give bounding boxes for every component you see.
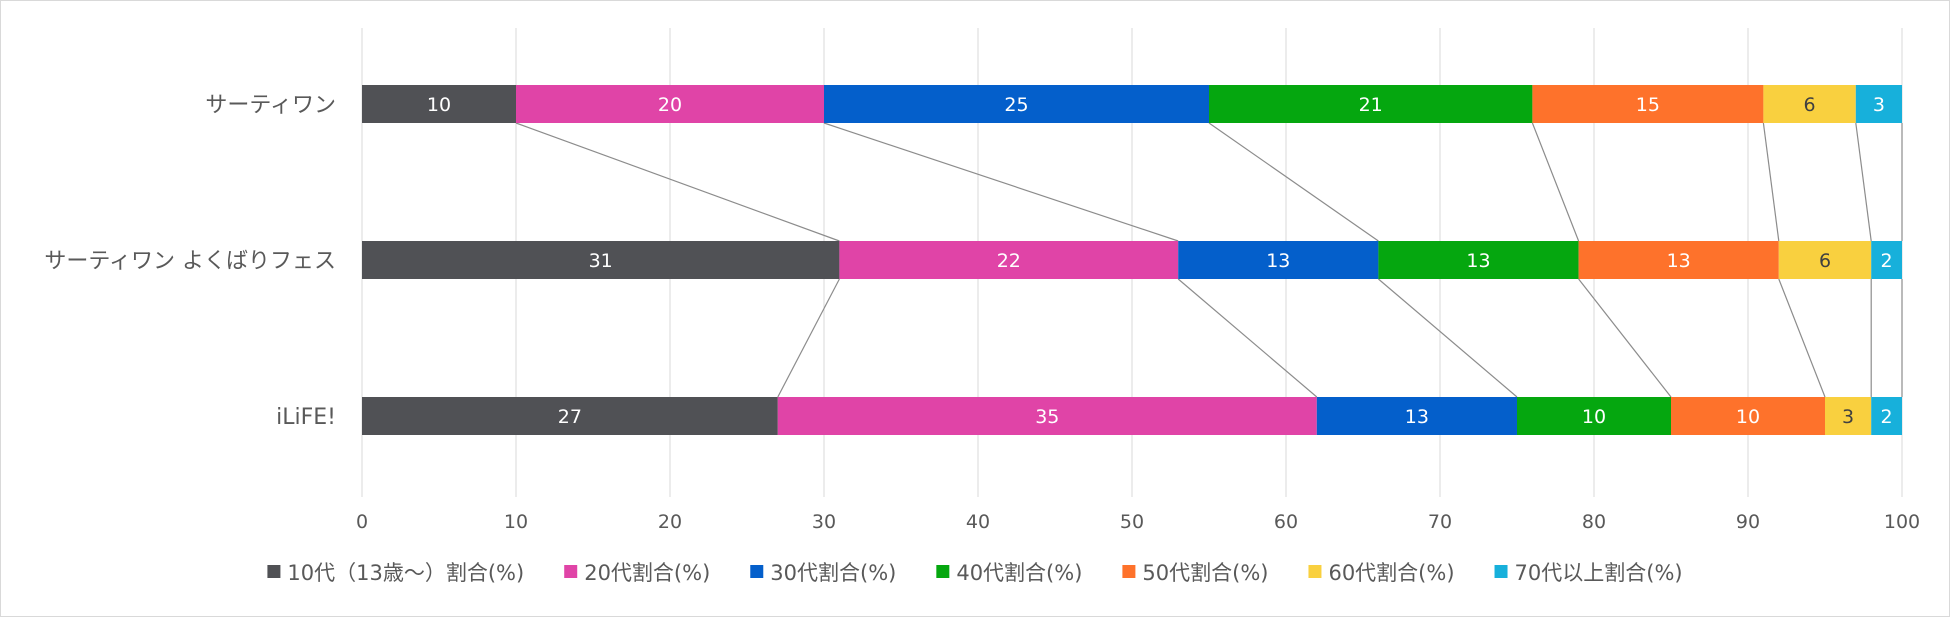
data-label: 25 (1004, 94, 1028, 116)
series-connector-line (1177, 278, 1318, 398)
legend-label: 50代割合(%) (1142, 561, 1268, 585)
bars-layer: 10 20 25 21 15 6 3 31 22 13 13 13 6 2 27 35 13 10 10 3 2 (362, 85, 1902, 435)
legend-swatch (750, 565, 764, 578)
legend-item: 20代割合(%) (564, 561, 710, 585)
legend-swatch (1122, 565, 1136, 578)
bar-segment (362, 397, 778, 435)
data-label: 13 (1667, 250, 1691, 272)
series-connector-line (1378, 278, 1518, 398)
category-label: サーティワン (205, 93, 336, 118)
bar-segment (1209, 85, 1533, 123)
bar-segment (1532, 85, 1764, 123)
data-label: 10 (1736, 406, 1760, 428)
x-tick-label: 50 (1120, 511, 1144, 533)
x-tick-label: 30 (812, 511, 836, 533)
data-label: 10 (1582, 406, 1606, 428)
x-tick-label: 40 (966, 511, 990, 533)
legend-swatch (564, 565, 578, 578)
series-connector-line (1578, 278, 1672, 398)
data-label: 13 (1466, 250, 1490, 272)
bar-segment (1578, 241, 1779, 279)
data-label: 10 (427, 94, 451, 116)
legend-label: 40代割合(%) (956, 561, 1082, 585)
series-connector-line (1778, 278, 1826, 398)
data-label: 2 (1881, 406, 1893, 428)
legend-label: 20代割合(%) (584, 561, 710, 585)
x-tick-label: 100 (1884, 511, 1920, 533)
x-tick-label: 90 (1736, 511, 1760, 533)
bar-segment (1178, 241, 1379, 279)
legend-swatch (267, 565, 281, 578)
bar-segment (1671, 397, 1825, 435)
legend-label: 60代割合(%) (1328, 561, 1454, 585)
data-label: 13 (1405, 406, 1429, 428)
bar-segment (1517, 397, 1671, 435)
legend-label: 30代割合(%) (770, 561, 896, 585)
category-label: iLiFE! (276, 405, 336, 430)
legend-item: 60代割合(%) (1308, 561, 1455, 585)
bar-segment (777, 397, 1317, 435)
bar-segment (1855, 85, 1902, 123)
series-connector-line (1208, 122, 1379, 242)
bar-segment (362, 241, 840, 279)
data-label: 15 (1636, 94, 1660, 116)
series-connector-line (823, 122, 1179, 242)
series-connector-line (777, 278, 840, 398)
legend-swatch (936, 565, 950, 578)
data-label: 6 (1819, 250, 1831, 272)
data-label: 21 (1359, 94, 1383, 116)
legend-item: 10代（13歳〜）割合(%) (267, 561, 524, 585)
data-label: 27 (558, 406, 582, 428)
bar-segment (516, 85, 824, 123)
series-connector-line (1855, 122, 1872, 242)
x-tick-label: 0 (356, 511, 368, 533)
x-tick-label: 20 (658, 511, 682, 533)
legend: 10代（13歳〜）割合(%) 20代割合(%) 30代割合(%) 40代割合(%) 50… (267, 561, 1683, 585)
legend-label: 70代以上割合(%) (1515, 561, 1683, 585)
series-connector-line (515, 122, 840, 242)
x-tick-label: 80 (1582, 511, 1606, 533)
legend-swatch (1308, 565, 1322, 578)
legend-item: 50代割合(%) (1122, 561, 1268, 585)
bar-segment (1825, 397, 1872, 435)
data-label: 3 (1842, 406, 1854, 428)
series-connector-line (1762, 122, 1780, 242)
bar-segment (1871, 241, 1902, 279)
legend-item: 70代以上割合(%) (1494, 561, 1683, 585)
legend-label: 10代（13歳〜）割合(%) (287, 561, 524, 585)
data-label: 20 (658, 94, 682, 116)
series-lines-layer (515, 122, 1903, 398)
x-tick-labels-layer: 0 10 20 30 40 50 60 70 80 90 100 (356, 511, 1920, 533)
x-tick-label: 60 (1274, 511, 1298, 533)
category-label: サーティワン よくばりフェス (44, 249, 336, 274)
data-label: 31 (589, 250, 613, 272)
data-label: 22 (997, 250, 1021, 272)
x-tick-label: 70 (1428, 511, 1452, 533)
x-tick-label: 10 (504, 511, 528, 533)
legend-item: 40代割合(%) (936, 561, 1082, 585)
bar-segment (1871, 397, 1902, 435)
data-label: 2 (1881, 250, 1893, 272)
bar-segment (839, 241, 1179, 279)
bar-segment (1778, 241, 1872, 279)
series-connector-line (1531, 122, 1580, 242)
bar-segment (1316, 397, 1517, 435)
data-label: 6 (1804, 94, 1816, 116)
data-label: 13 (1266, 250, 1290, 272)
bar-segment (1378, 241, 1579, 279)
bar-segment (824, 85, 1209, 123)
legend-item: 30代割合(%) (750, 561, 896, 585)
data-label: 35 (1035, 406, 1059, 428)
legend-swatch (1494, 565, 1508, 578)
bar-segment (1763, 85, 1856, 123)
bar-segment (362, 85, 516, 123)
data-label: 3 (1873, 94, 1885, 116)
